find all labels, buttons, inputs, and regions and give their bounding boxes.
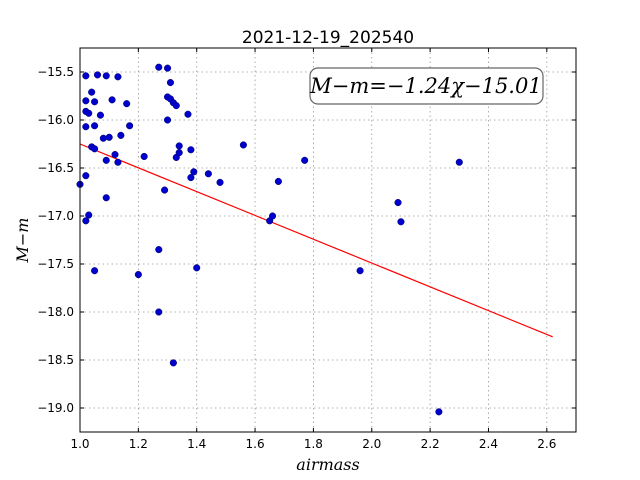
data-point (216, 178, 224, 186)
equation-box (309, 67, 544, 105)
data-point (455, 158, 463, 166)
y-tick-label: −15.5 (37, 65, 74, 79)
x-tick-label: 2.6 (537, 437, 556, 451)
data-point (356, 267, 364, 275)
data-point (91, 145, 99, 153)
data-point (111, 151, 119, 159)
data-point (175, 149, 183, 157)
data-point (114, 158, 122, 166)
data-point (126, 122, 134, 130)
equation-annotation: M−m=−1.24χ−15.01 (309, 67, 544, 105)
x-tick-label: 2.2 (421, 437, 440, 451)
x-ticks: 1.0 1.2 1.4 1.6 1.8 2.0 2.2 2.4 2.6 (70, 48, 556, 451)
data-point (134, 271, 142, 279)
data-point (91, 267, 99, 275)
data-point (204, 170, 212, 178)
data-point (239, 141, 247, 149)
grid-lines (79, 48, 576, 432)
data-point (193, 264, 201, 272)
data-point (82, 217, 90, 225)
data-point (274, 177, 282, 185)
fit-line-group (79, 143, 553, 338)
x-tick-label: 1.4 (187, 437, 206, 451)
data-point (169, 359, 177, 367)
data-point (85, 109, 93, 117)
data-point (175, 142, 183, 150)
equation-text: M−m=−1.24χ−15.01 (309, 74, 541, 98)
y-tick-label: −16.0 (37, 113, 74, 127)
data-point (394, 199, 402, 207)
data-point (91, 98, 99, 106)
data-point (108, 96, 116, 104)
data-points (76, 63, 463, 416)
y-tick-label: −16.5 (37, 161, 74, 175)
y-tick-label: −17.5 (37, 257, 74, 271)
data-point (155, 246, 163, 254)
data-point (435, 408, 443, 416)
data-point (166, 79, 174, 87)
data-point (96, 111, 104, 119)
data-point (187, 174, 195, 182)
fit-line (79, 143, 553, 338)
data-point (99, 134, 107, 142)
y-tick-label: −18.5 (37, 353, 74, 367)
x-tick-label: 1.0 (70, 437, 89, 451)
x-tick-label: 1.2 (129, 437, 148, 451)
data-point (93, 71, 102, 79)
y-ticks: −15.5 −16.0 −16.5 −17.0 −17.5 −18.0 −18.5 −19.0 (37, 65, 576, 415)
data-point (184, 110, 192, 118)
data-point (301, 156, 309, 164)
x-tick-label: 2.0 (362, 437, 381, 451)
y-axis-label: M−m (13, 218, 32, 264)
data-point (397, 218, 405, 226)
data-point (82, 172, 90, 180)
data-point (187, 146, 195, 154)
data-point (163, 116, 172, 124)
x-tick-label: 2.4 (479, 437, 498, 451)
y-tick-label: −19.0 (37, 401, 74, 415)
data-point (102, 72, 110, 80)
y-tick-label: −17.0 (37, 209, 74, 223)
data-point (82, 97, 90, 105)
data-point (269, 212, 277, 220)
data-point (114, 73, 122, 81)
data-point (190, 168, 198, 176)
data-point (123, 100, 131, 108)
data-point (82, 72, 90, 80)
data-point (105, 133, 113, 141)
data-point (117, 131, 125, 139)
x-axis-label: airmass (296, 455, 359, 474)
data-point (82, 123, 90, 131)
x-tick-label: 1.8 (304, 437, 323, 451)
chart-title: 2021-12-19_202540 (242, 28, 414, 48)
y-tick-label: −18.0 (37, 305, 74, 319)
data-point (161, 186, 169, 194)
data-point (91, 122, 99, 130)
data-point (155, 63, 163, 71)
data-point (88, 88, 96, 96)
plot-frame (79, 47, 577, 433)
data-point (155, 308, 163, 316)
data-point (102, 156, 110, 164)
data-point (140, 152, 148, 161)
data-point (172, 102, 180, 110)
data-point (85, 211, 93, 219)
data-point (102, 194, 110, 202)
data-point (163, 64, 172, 72)
x-tick-label: 1.6 (246, 437, 265, 451)
